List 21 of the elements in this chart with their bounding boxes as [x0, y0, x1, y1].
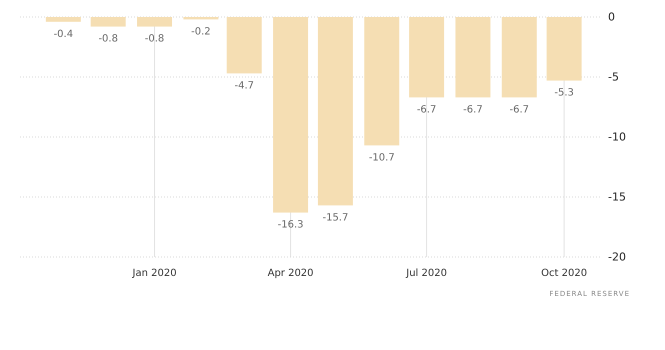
x-tick-label: Oct 2020	[541, 268, 588, 280]
data-label: -0.2	[191, 26, 211, 38]
y-tick-label: -5	[608, 70, 619, 84]
data-label: -16.3	[278, 220, 304, 231]
data-label: -0.4	[54, 28, 74, 40]
x-tick-label: Jul 2020	[405, 268, 447, 280]
data-label: -10.7	[368, 152, 395, 164]
data-label: -6.7	[416, 104, 436, 116]
data-label: -0.8	[98, 34, 118, 45]
data-label: -6.7	[510, 104, 530, 116]
data-label: -6.7	[463, 104, 483, 116]
x-tick-label: Apr 2020	[268, 268, 314, 280]
y-tick-label: -20	[608, 250, 626, 264]
y-tick-label: -10	[608, 130, 626, 144]
data-label: -0.8	[144, 34, 164, 45]
x-tick-label: Jan 2020	[132, 268, 177, 280]
data-label: -5.3	[554, 88, 574, 99]
data-label: -15.7	[322, 212, 348, 224]
data-label: -4.7	[234, 80, 254, 92]
y-tick-label: 0	[608, 10, 615, 24]
y-tick-label: -15	[608, 190, 626, 204]
